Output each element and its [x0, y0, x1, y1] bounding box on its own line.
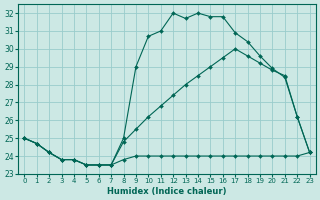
- X-axis label: Humidex (Indice chaleur): Humidex (Indice chaleur): [107, 187, 227, 196]
